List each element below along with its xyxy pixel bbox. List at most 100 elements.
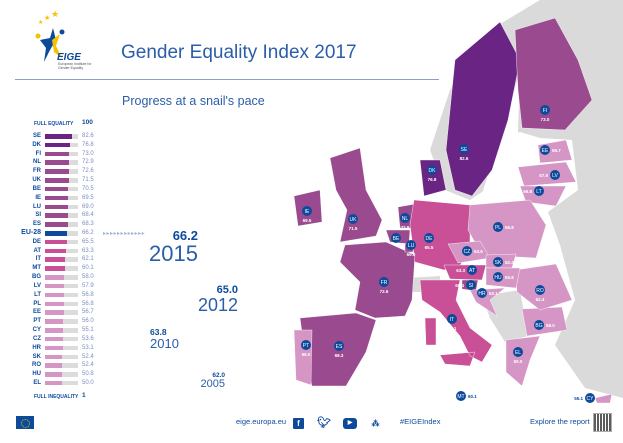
marker-value: 72.9 xyxy=(401,225,410,230)
score-value: 56.0 xyxy=(82,318,94,325)
svg-text:★: ★ xyxy=(51,10,59,19)
ranking-row-at: AT 63.3 xyxy=(0,247,100,255)
score-value: 72.9 xyxy=(82,159,94,166)
marker-circle xyxy=(447,314,457,324)
hashtag: #EIGEIndex xyxy=(400,417,441,426)
map-marker-lu: LU 69.0 xyxy=(406,240,416,257)
map-marker-es: ES 68.3 xyxy=(334,341,344,358)
timeline-value: 66.2 xyxy=(172,228,198,243)
map-marker-it: IT 62.1 xyxy=(447,314,457,331)
country-code: IE xyxy=(35,194,41,201)
eurogender-icon[interactable]: ⁂ xyxy=(371,419,380,428)
ranking-row-hr: HR 53.1 xyxy=(0,344,100,352)
country-lv xyxy=(517,161,577,187)
map-marker-el: EL 50.0 xyxy=(513,347,523,364)
marker-code: RO xyxy=(536,288,544,294)
logo-subtitle: European Institute for Gender Equality xyxy=(58,62,92,70)
score-bar-fill xyxy=(45,239,67,245)
qr-code[interactable] xyxy=(593,413,612,432)
map-marker-lv: LV 57.9 xyxy=(539,170,560,180)
marker-code: LU xyxy=(408,243,415,249)
score-value: 71.5 xyxy=(82,177,94,184)
country-bg xyxy=(521,306,568,337)
marker-circle xyxy=(467,265,477,275)
country-fi xyxy=(514,17,593,131)
map-marker-mt: MT 60.1 xyxy=(456,391,477,401)
score-bar xyxy=(45,151,78,157)
ranking-row-dk: DK 76.8 xyxy=(0,141,100,149)
country-code: SI xyxy=(35,212,41,219)
marker-circle xyxy=(535,285,545,295)
facebook-icon[interactable]: f xyxy=(293,418,304,429)
score-bar-fill xyxy=(45,354,63,359)
marker-circle xyxy=(348,214,358,224)
map-marker-ie: IE 69.5 xyxy=(302,206,312,223)
ranking-row-fr: FR 72.6 xyxy=(0,167,100,175)
map-marker-fr: FR 72.6 xyxy=(379,277,389,294)
youtube-icon[interactable]: ▶ xyxy=(343,418,357,429)
score-value: 62.1 xyxy=(82,256,94,263)
score-bar-fill xyxy=(45,151,70,157)
score-value: 50.0 xyxy=(82,379,94,386)
country-code: LT xyxy=(34,291,41,298)
map-marker-dk: DK 76.8 xyxy=(427,165,437,182)
score-value: 53.1 xyxy=(82,344,94,351)
ranking-row-lu: LU 69.0 xyxy=(0,203,100,211)
marker-circle xyxy=(493,272,503,282)
marker-code: BE xyxy=(393,236,400,242)
marker-circle xyxy=(540,105,550,115)
marker-circle xyxy=(540,145,550,155)
full-inequality-label: FULL INEQUALITY xyxy=(34,394,79,400)
score-value: 60.1 xyxy=(82,265,94,272)
score-value: 65.5 xyxy=(82,238,94,245)
country-at xyxy=(443,264,487,281)
score-value: 73.0 xyxy=(82,150,94,157)
ranking-row-it: IT 62.1 xyxy=(0,255,100,263)
marker-circle xyxy=(427,165,437,175)
score-bar-fill xyxy=(45,328,64,333)
marker-circle xyxy=(534,186,544,196)
svg-text:★: ★ xyxy=(38,19,43,26)
country-pt xyxy=(293,329,313,386)
score-bar-fill xyxy=(45,292,64,298)
marker-value: 65.5 xyxy=(425,245,434,250)
map-marker-at: AT 63.3 xyxy=(456,265,477,275)
score-bar xyxy=(45,292,78,298)
score-bar xyxy=(45,266,78,271)
marker-code: DE xyxy=(426,236,434,242)
website-link[interactable]: eige.europa.eu xyxy=(236,417,287,426)
score-bar xyxy=(45,363,78,368)
ranking-row-si: SI 68.4 xyxy=(0,211,100,219)
marker-circle xyxy=(585,393,595,403)
page-subtitle: Progress at a snail's pace xyxy=(122,94,265,108)
map-marker-cy: CY 55.1 xyxy=(574,393,595,403)
marker-value: 56.8 xyxy=(505,225,514,230)
country-code: UK xyxy=(32,177,41,184)
score-bar-fill xyxy=(45,363,63,368)
twitter-icon[interactable]: 🐦︎ xyxy=(317,417,331,429)
marker-value: 55.1 xyxy=(574,396,583,401)
explore-report-link[interactable]: Explore the report xyxy=(530,417,590,426)
timeline-value: 63.8 xyxy=(150,327,167,337)
marker-circle xyxy=(513,347,523,357)
marker-value: 76.8 xyxy=(428,177,437,182)
score-value: 57.9 xyxy=(82,282,94,289)
map-marker-si: SI 68.4 xyxy=(455,280,476,290)
country-code: IT xyxy=(35,256,41,263)
marker-code: IE xyxy=(305,209,310,215)
score-value: 68.3 xyxy=(82,221,94,228)
score-value: 68.4 xyxy=(82,212,94,219)
score-bar-fill xyxy=(45,301,64,307)
marker-circle xyxy=(466,280,476,290)
score-bar xyxy=(45,178,78,183)
country-uk xyxy=(329,147,383,243)
eige-logo: ★ ★ ★ EIGE xyxy=(35,10,81,63)
score-bar xyxy=(45,345,78,351)
score-value: 69.0 xyxy=(82,203,94,210)
country-code: CY xyxy=(32,327,41,334)
score-value: 55.1 xyxy=(82,327,94,334)
balkans xyxy=(482,290,528,342)
marker-value: 52.4 xyxy=(536,297,545,302)
score-bar xyxy=(45,142,78,148)
score-bar xyxy=(45,204,78,210)
